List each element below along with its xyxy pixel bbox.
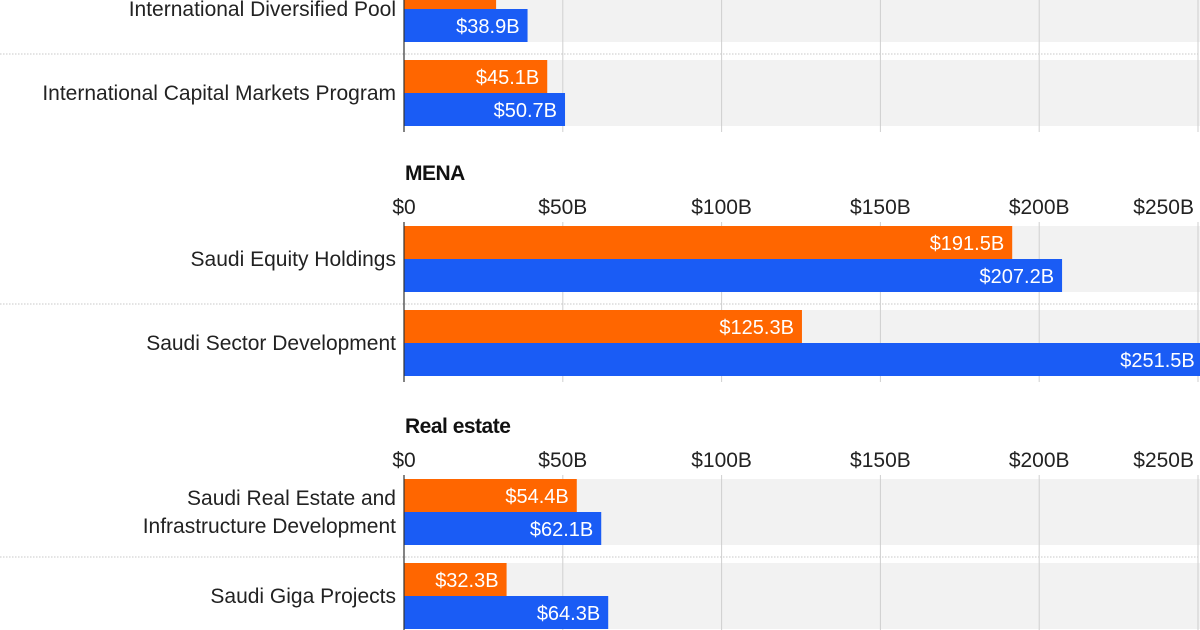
bar-value-label: $191.5B bbox=[930, 233, 1005, 255]
bar-value-label: $32.3B bbox=[435, 570, 498, 592]
bar bbox=[404, 512, 602, 545]
bar-value-label: $54.4B bbox=[505, 486, 568, 508]
bar bbox=[404, 60, 548, 93]
x-tick-label: $250B bbox=[1133, 196, 1194, 219]
bar bbox=[404, 259, 1063, 292]
bar-value-label: $64.3B bbox=[537, 603, 600, 625]
bar bbox=[404, 596, 609, 629]
x-tick-label: $0 bbox=[392, 449, 415, 472]
section-title: Real estate bbox=[405, 415, 510, 438]
bar-value-label: $251.5B bbox=[1120, 350, 1195, 372]
x-tick-label: $200B bbox=[1009, 196, 1070, 219]
bar-value-label: $207.2B bbox=[980, 266, 1055, 288]
section-title: MENA bbox=[405, 162, 465, 185]
bar bbox=[404, 479, 577, 512]
bar bbox=[404, 226, 1013, 259]
bar bbox=[404, 310, 802, 343]
x-tick-label: $50B bbox=[538, 196, 587, 219]
x-tick-label: $50B bbox=[538, 449, 587, 472]
bar-value-label: $62.1B bbox=[530, 519, 593, 541]
category-label: International Capital Markets Program bbox=[42, 82, 396, 105]
x-tick-label: $250B bbox=[1133, 449, 1194, 472]
x-tick-label: $150B bbox=[850, 449, 911, 472]
category-label: Saudi Sector Development bbox=[146, 332, 396, 355]
bar-value-label: $45.1B bbox=[476, 67, 539, 89]
x-tick-label: $150B bbox=[850, 196, 911, 219]
bar bbox=[404, 563, 507, 596]
bar bbox=[404, 93, 566, 126]
x-tick-label: $100B bbox=[691, 449, 752, 472]
bar-value-label: $38.9B bbox=[456, 16, 519, 38]
category-label: Saudi Giga Projects bbox=[210, 585, 396, 608]
bar-value-label: $125.3B bbox=[719, 317, 794, 339]
bar-value-label: $50.7B bbox=[494, 100, 557, 122]
category-label: Infrastructure Development bbox=[143, 515, 396, 538]
x-tick-label: $0 bbox=[392, 196, 415, 219]
category-label: Saudi Equity Holdings bbox=[191, 248, 396, 271]
x-tick-label: $100B bbox=[691, 196, 752, 219]
bar bbox=[404, 0, 497, 9]
bar-track bbox=[404, 0, 1200, 42]
category-label: Saudi Real Estate and bbox=[187, 487, 396, 510]
category-label: International Diversified Pool bbox=[129, 0, 396, 21]
bar bbox=[404, 343, 1200, 376]
bar bbox=[404, 9, 528, 42]
x-tick-label: $200B bbox=[1009, 449, 1070, 472]
